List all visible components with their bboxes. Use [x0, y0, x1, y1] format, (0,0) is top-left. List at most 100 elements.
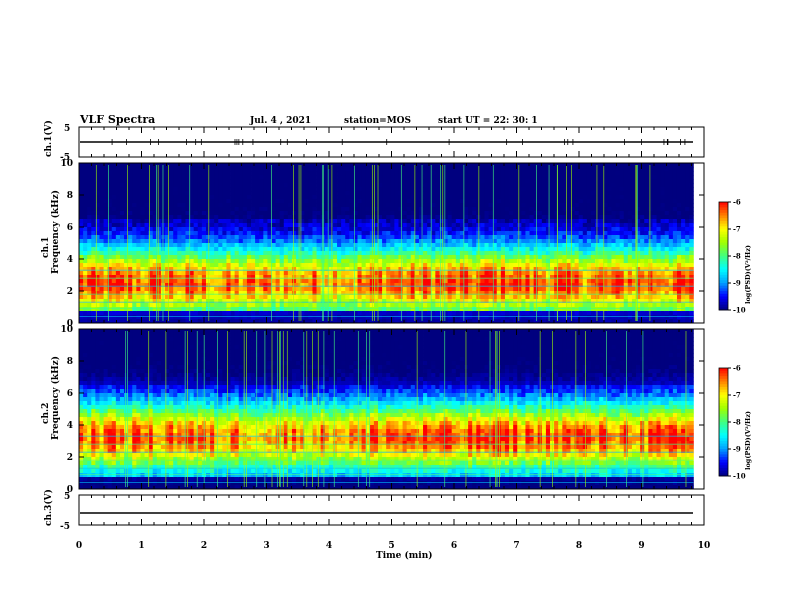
spectrogram-cell — [328, 191, 334, 196]
spectrogram-cell — [341, 215, 346, 220]
spectrogram-cell — [255, 171, 260, 176]
spectrogram-cell — [238, 183, 244, 188]
spectrogram-cell — [324, 167, 330, 172]
spectrogram-cell — [251, 315, 256, 320]
spectrogram-cell — [353, 303, 358, 308]
spectrogram-cell — [410, 279, 416, 284]
spectrogram-cell — [312, 199, 317, 204]
spectrogram-cell — [513, 299, 518, 304]
spectrogram-cell — [316, 239, 322, 244]
spectrogram-cell — [83, 295, 88, 300]
spectrogram-cell — [169, 175, 174, 180]
spectrogram-cell — [316, 167, 322, 172]
spectrogram-cell — [488, 211, 494, 216]
spectrogram-cell — [324, 175, 330, 180]
spectrogram-cell — [423, 227, 428, 232]
spectrogram-cell — [328, 307, 334, 312]
spectrogram-cell — [418, 183, 424, 188]
spectrogram-cell — [210, 163, 215, 168]
spectrogram-cell — [414, 271, 420, 276]
spectrogram-cell — [128, 163, 133, 168]
spectrogram-cell — [529, 163, 535, 168]
spectrogram-cell — [136, 299, 141, 304]
spectrogram-cell — [124, 227, 129, 232]
spectrogram-cell — [349, 239, 354, 244]
spectrogram-cell — [193, 211, 199, 216]
spectrogram-cell — [226, 183, 231, 188]
spectrogram-cell — [496, 215, 502, 220]
spectrogram-cell — [119, 267, 125, 272]
spectrogram-cell — [251, 219, 256, 224]
spectrogram-cell — [324, 179, 330, 184]
spectrogram-cell — [484, 267, 489, 272]
spectrogram-cell — [83, 247, 88, 252]
spectrogram-cell — [378, 255, 383, 260]
spectrogram-cell — [189, 175, 195, 180]
spectrogram-cell — [390, 199, 395, 204]
spectrogram-cell — [529, 219, 535, 224]
spectrogram-cell — [152, 243, 158, 248]
spectrogram-cell — [533, 247, 539, 252]
spectrogram-cell — [390, 223, 395, 228]
spectrogram-cell — [378, 291, 383, 296]
spectrogram-cell — [390, 315, 395, 320]
spectrogram-cell — [275, 275, 281, 280]
spectrogram-cell — [99, 271, 104, 276]
spectrogram-cell — [545, 167, 551, 172]
spectrogram-cell — [255, 215, 260, 220]
spectrogram-cell — [271, 207, 276, 212]
spectrogram-cell — [521, 267, 526, 272]
spectrogram-cell — [435, 235, 440, 240]
spectrogram-cell — [357, 171, 363, 176]
spectrogram-cell — [439, 187, 444, 192]
spectrogram-cell — [423, 191, 428, 196]
spectrogram-cell — [218, 195, 223, 200]
spectrogram-cell — [287, 267, 293, 272]
spectrogram-cell — [300, 223, 305, 228]
spectrogram-cell — [271, 287, 276, 292]
spectrogram-cell — [488, 295, 494, 300]
spectrogram-cell — [189, 259, 195, 264]
spectrogram-cell — [79, 219, 84, 224]
spectrogram-cell — [107, 219, 113, 224]
spectrogram-cell — [181, 215, 186, 220]
spectrogram-cell — [513, 279, 518, 284]
spectrogram-cell — [214, 315, 219, 320]
spectrogram-cell — [205, 215, 211, 220]
spectrogram-cell — [103, 255, 109, 260]
spectrogram-cell — [439, 219, 444, 224]
spectrogram-cell — [394, 171, 399, 176]
spectrogram-cell — [210, 215, 215, 220]
spectrogram-cell — [402, 295, 408, 300]
spectrogram-cell — [406, 275, 412, 280]
spectrogram-cell — [464, 175, 469, 180]
spectrogram-cell — [566, 259, 571, 264]
spectrogram-cell — [140, 199, 145, 204]
spectrogram-cell — [443, 219, 449, 224]
spectrogram-cell — [271, 267, 276, 272]
spectrogram-cell — [427, 231, 432, 236]
spectrogram-cell — [373, 311, 379, 316]
spectrogram-cell — [128, 287, 133, 292]
spectrogram-cell — [165, 267, 170, 272]
spectrogram-cell — [111, 315, 117, 320]
spectrogram-cell — [455, 307, 461, 312]
spectrogram-cell — [382, 219, 387, 224]
spectrogram-cell — [205, 167, 211, 172]
spectrogram-cell — [291, 199, 297, 204]
spectrogram-cell — [455, 259, 461, 264]
spectrogram-cell — [517, 235, 522, 240]
spectrogram-cell — [447, 199, 453, 204]
spectrogram-cell — [439, 231, 444, 236]
spectrogram-cell — [226, 283, 231, 288]
spectrogram-cell — [230, 271, 236, 276]
spectrogram-cell — [365, 295, 371, 300]
spectrogram-cell — [193, 263, 199, 268]
spectrogram-cell — [119, 271, 125, 276]
spectrogram-cell — [111, 279, 117, 284]
spectrogram-cell — [79, 231, 84, 236]
spectrogram-cell — [205, 203, 211, 208]
spectrogram-cell — [177, 195, 182, 200]
spectrogram-cell — [517, 267, 522, 272]
spectrogram-cell — [529, 283, 535, 288]
